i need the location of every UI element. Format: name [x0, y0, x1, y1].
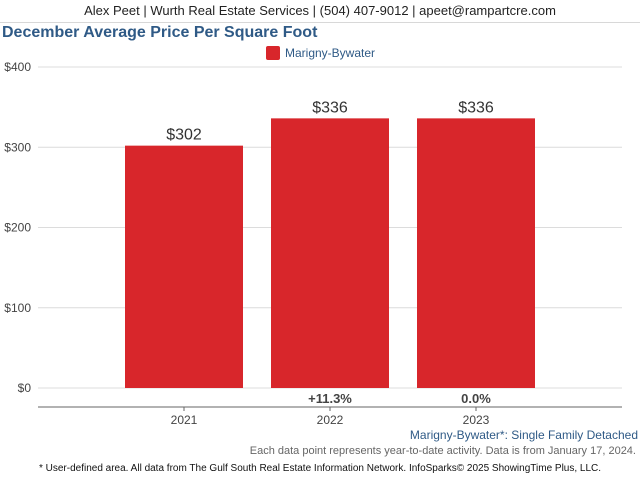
y-tick-label: $300 [4, 140, 31, 154]
value-label: $336 [312, 99, 348, 116]
change-label: 0.0% [461, 391, 491, 406]
bar [125, 145, 243, 388]
x-tick-label: 2021 [171, 413, 198, 427]
area-label: Marigny-Bywater*: Single Family Detached [409, 428, 638, 442]
y-tick-label: $200 [4, 221, 31, 235]
value-label: $336 [458, 99, 494, 116]
x-tick-label: 2022 [317, 413, 344, 427]
bar [271, 118, 389, 389]
legend-swatch [266, 46, 280, 60]
chart-title: December Average Price Per Square Foot [2, 24, 318, 41]
value-label: $302 [166, 127, 202, 144]
legend[interactable]: Marigny-Bywater [266, 45, 375, 61]
legend-label: Marigny-Bywater [285, 46, 376, 60]
x-tick-label: 2023 [463, 413, 490, 427]
data-note: Each data point represents year-to-date … [249, 445, 636, 457]
header-contact: Alex Peet | Wurth Real Estate Services |… [0, 0, 640, 23]
change-label: +11.3% [308, 391, 352, 406]
y-tick-label: $100 [4, 301, 31, 315]
y-tick-label: $400 [4, 60, 31, 74]
y-tick-label: $0 [18, 381, 32, 395]
source-note: * User-defined area. All data from The G… [38, 463, 602, 474]
bar [417, 118, 535, 389]
